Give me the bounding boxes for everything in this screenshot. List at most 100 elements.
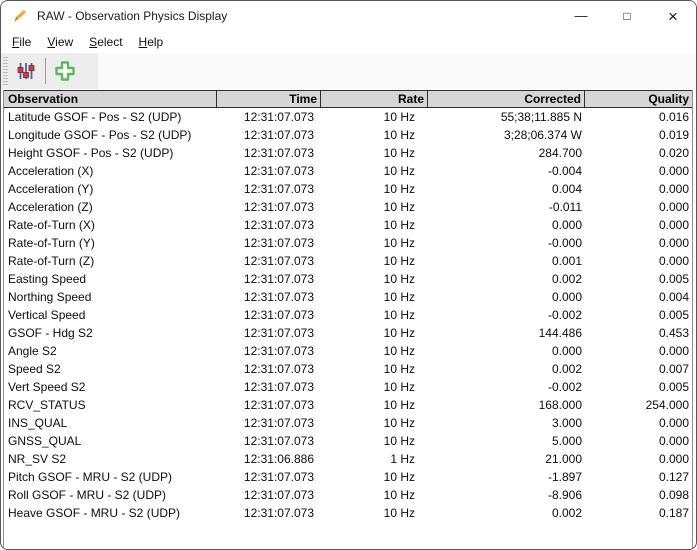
cell-quality: 0.000: [658, 452, 689, 466]
cell-observation: Angle S2: [8, 344, 57, 358]
cell-time: 12:31:07.073: [243, 398, 314, 412]
table-row[interactable]: Rate-of-Turn (Y) 12:31:07.073 10 Hz -0.000 0…: [4, 234, 692, 252]
table-row[interactable]: RCV_STATUS 12:31:07.073 10 Hz 168.000 254.00…: [4, 396, 692, 414]
menu-select[interactable]: Select: [89, 35, 123, 49]
cell-corrected: 0.000: [551, 290, 582, 304]
cell-observation: Rate-of-Turn (Y): [8, 236, 95, 250]
cell-corrected: -0.004: [547, 164, 582, 178]
cell-rate: 10 Hz: [383, 182, 415, 196]
cell-time: 12:31:07.073: [243, 200, 314, 214]
cell-quality: 0.000: [658, 200, 689, 214]
sliders-filter-icon: [17, 63, 35, 79]
cell-rate: 10 Hz: [383, 398, 415, 412]
menu-help[interactable]: Help: [138, 35, 164, 49]
title-bar[interactable]: RAW - Observation Physics Display — □ ×: [1, 1, 696, 31]
window-controls: — □ ×: [558, 1, 696, 31]
table-row[interactable]: Easting Speed 12:31:07.073 10 Hz 0.002 0.005: [4, 270, 692, 288]
table-row[interactable]: GNSS_QUAL 12:31:07.073 10 Hz 5.000 0.000: [4, 432, 692, 450]
column-header-corrected[interactable]: Corrected: [428, 91, 585, 107]
cell-corrected: 0.000: [551, 218, 582, 232]
app-pen-icon: [14, 9, 27, 22]
menu-view[interactable]: View: [47, 35, 74, 49]
cell-rate: 10 Hz: [383, 308, 415, 322]
minimize-button[interactable]: —: [558, 1, 604, 31]
table-row[interactable]: Pitch GSOF - MRU - S2 (UDP) 12:31:07.073 1…: [4, 468, 692, 486]
table-row[interactable]: NR_SV S2 12:31:06.886 1 Hz 21.000 0.000: [4, 450, 692, 468]
table-row[interactable]: Rate-of-Turn (Z) 12:31:07.073 10 Hz 0.001 0.…: [4, 252, 692, 270]
table-row[interactable]: Heave GSOF - MRU - S2 (UDP) 12:31:07.073 1…: [4, 504, 692, 522]
table-row[interactable]: Northing Speed 12:31:07.073 10 Hz 0.000 0.00…: [4, 288, 692, 306]
toolbar-separator: [45, 58, 46, 84]
table-row[interactable]: Speed S2 12:31:07.073 10 Hz 0.002 0.007: [4, 360, 692, 378]
cell-rate: 10 Hz: [383, 164, 415, 178]
table-row[interactable]: Latitude GSOF - Pos - S2 (UDP) 12:31:07.0…: [4, 108, 692, 126]
table-row[interactable]: Angle S2 12:31:07.073 10 Hz 0.000 0.000: [4, 342, 692, 360]
table-row[interactable]: Acceleration (X) 12:31:07.073 10 Hz -0.004 0…: [4, 162, 692, 180]
cell-observation: Roll GSOF - MRU - S2 (UDP): [8, 488, 167, 502]
cell-quality: 0.000: [658, 434, 689, 448]
cell-quality: 0.000: [658, 344, 689, 358]
cell-time: 12:31:07.073: [243, 272, 314, 286]
cell-rate: 10 Hz: [383, 290, 415, 304]
column-header-rate[interactable]: Rate: [321, 91, 428, 107]
cell-quality: 254.000: [645, 398, 689, 412]
column-header-time[interactable]: Time: [217, 91, 321, 107]
table-row[interactable]: GSOF - Hdg S2 12:31:07.073 10 Hz 144.486 0.4…: [4, 324, 692, 342]
cell-corrected: 144.486: [538, 326, 582, 340]
cell-quality: 0.098: [658, 488, 689, 502]
cell-rate: 10 Hz: [383, 110, 415, 124]
column-header-observation[interactable]: Observation: [4, 91, 217, 107]
cell-observation: INS_QUAL: [8, 416, 68, 430]
table-row[interactable]: Rate-of-Turn (X) 12:31:07.073 10 Hz 0.000 0.…: [4, 216, 692, 234]
cell-rate: 10 Hz: [383, 254, 415, 268]
table-row[interactable]: Height GSOF - Pos - S2 (UDP) 12:31:07.073…: [4, 144, 692, 162]
cell-quality: 0.007: [658, 362, 689, 376]
cell-time: 12:31:07.073: [243, 182, 314, 196]
cell-time: 12:31:07.073: [243, 506, 314, 520]
table-row[interactable]: Acceleration (Z) 12:31:07.073 10 Hz -0.011 0…: [4, 198, 692, 216]
cell-time: 12:31:07.073: [243, 434, 314, 448]
cell-rate: 10 Hz: [383, 128, 415, 142]
cell-time: 12:31:07.073: [243, 128, 314, 142]
cell-quality: 0.000: [658, 416, 689, 430]
cell-quality: 0.005: [658, 308, 689, 322]
cell-time: 12:31:07.073: [243, 218, 314, 232]
table-row[interactable]: Vertical Speed 12:31:07.073 10 Hz -0.002 0.0…: [4, 306, 692, 324]
cell-rate: 10 Hz: [383, 362, 415, 376]
cell-quality: 0.016: [658, 110, 689, 124]
cell-rate: 10 Hz: [383, 272, 415, 286]
cell-observation: Latitude GSOF - Pos - S2 (UDP): [8, 110, 182, 124]
cell-observation: Northing Speed: [8, 290, 92, 304]
cell-quality: 0.004: [658, 290, 689, 304]
cell-corrected: 284.700: [538, 146, 582, 160]
table-row[interactable]: Vert Speed S2 12:31:07.073 10 Hz -0.002 0.00…: [4, 378, 692, 396]
add-observation-button[interactable]: [51, 57, 79, 85]
table-row[interactable]: INS_QUAL 12:31:07.073 10 Hz 3.000 0.000: [4, 414, 692, 432]
close-button[interactable]: ×: [650, 1, 696, 31]
table-row[interactable]: Roll GSOF - MRU - S2 (UDP) 12:31:07.073 10…: [4, 486, 692, 504]
toolbar-gripper[interactable]: [3, 57, 8, 85]
cell-observation: Vertical Speed: [8, 308, 86, 322]
cell-corrected: 0.002: [551, 362, 582, 376]
cell-rate: 10 Hz: [383, 236, 415, 250]
toolbar: [1, 53, 696, 89]
cell-time: 12:31:07.073: [243, 308, 314, 322]
filter-sliders-button[interactable]: [12, 57, 40, 85]
cell-rate: 10 Hz: [383, 344, 415, 358]
cell-rate: 10 Hz: [383, 488, 415, 502]
toolbar-panel: [1, 53, 98, 89]
column-header-quality[interactable]: Quality: [648, 92, 689, 106]
table-row[interactable]: Longitude GSOF - Pos - S2 (UDP) 12:31:07.…: [4, 126, 692, 144]
minimize-icon: —: [574, 7, 588, 23]
cell-time: 12:31:07.073: [243, 470, 314, 484]
table-row[interactable]: Acceleration (Y) 12:31:07.073 10 Hz 0.004 0.…: [4, 180, 692, 198]
maximize-button[interactable]: □: [604, 1, 650, 31]
cell-quality: 0.000: [658, 164, 689, 178]
menu-file[interactable]: File: [12, 35, 32, 49]
cell-time: 12:31:07.073: [243, 290, 314, 304]
cell-corrected: 21.000: [545, 452, 582, 466]
cell-rate: 10 Hz: [383, 416, 415, 430]
cell-corrected: 0.002: [551, 272, 582, 286]
cell-quality: 0.127: [658, 470, 689, 484]
